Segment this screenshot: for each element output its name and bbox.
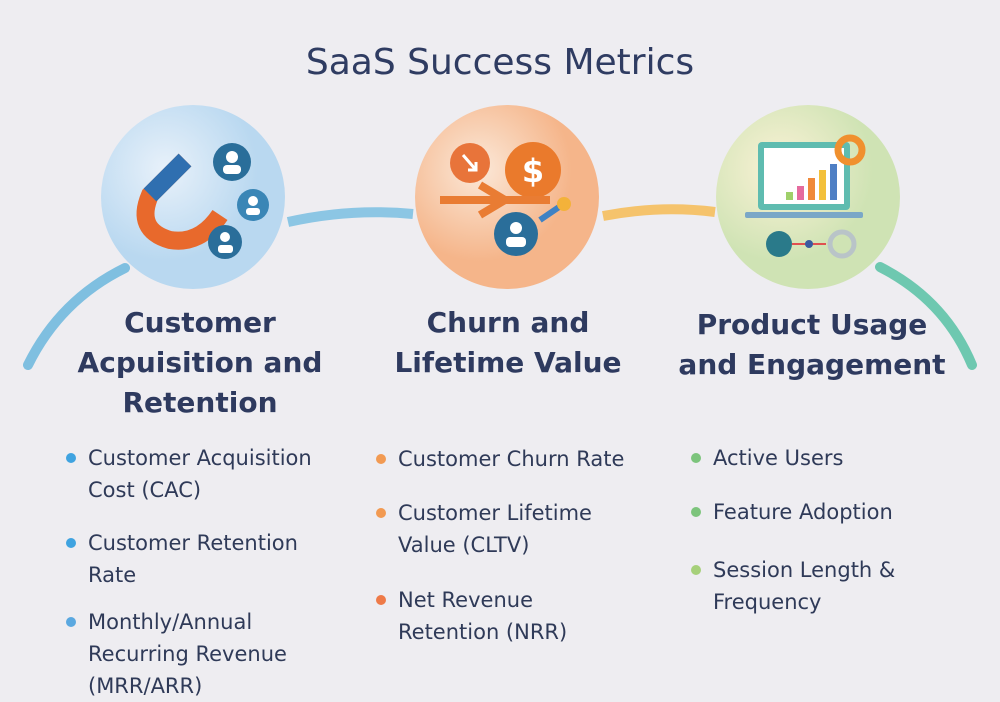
- svg-text:$: $: [522, 152, 544, 190]
- list-item: Customer Acquisition Cost (CAC): [66, 442, 338, 506]
- list-item: Customer Lifetime Value (CLTV): [376, 497, 628, 561]
- list-item: Customer Churn Rate: [376, 443, 658, 475]
- churn-dollar-icon: $: [440, 142, 571, 256]
- list-item: Net Revenue Retention (NRR): [376, 584, 598, 648]
- list-item: Active Users: [691, 442, 953, 474]
- page-title: SaaS Success Metrics: [305, 42, 695, 83]
- diagram-graphics: $: [23, 105, 977, 370]
- connector-2-3: [602, 204, 716, 221]
- list-item: Feature Adoption: [691, 496, 953, 528]
- laptop-chart-icon: [745, 134, 866, 259]
- connector-right-arc: [875, 262, 977, 370]
- list-item: Customer Retention Rate: [66, 527, 338, 591]
- heading-acquisition: Customer Acpuisition and Retention: [77, 306, 323, 419]
- heading-churn: Churn and Lifetime Value: [394, 306, 622, 379]
- list-item: Monthly/Annual Recurring Revenue (MRR/AR…: [66, 606, 358, 702]
- magnet-users-icon: [136, 143, 269, 259]
- connector-left-arc: [23, 263, 130, 370]
- list-item: Session Length & Frequency: [691, 554, 933, 618]
- heading-usage: Product Usage and Engagement: [678, 308, 946, 381]
- connector-1-2: [286, 207, 414, 227]
